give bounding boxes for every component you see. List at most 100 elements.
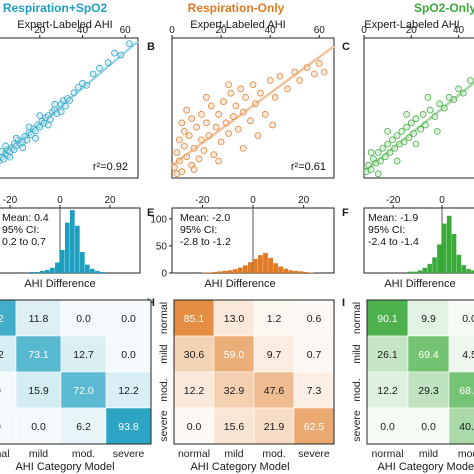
data-point	[180, 142, 188, 150]
heatmap-i-xlabel: AHI Category Model	[377, 461, 474, 473]
header-respiration-only: Respiration-Only	[188, 1, 285, 15]
data-point	[2, 142, 9, 150]
cell-value: 93.8	[118, 421, 139, 433]
data-point	[57, 108, 65, 116]
data-point	[227, 89, 235, 97]
hist-d-plot: -20 0 20 Mean: 0.495% CI:0.2 to 0.7	[0, 195, 141, 274]
heatmap-cell	[407, 335, 450, 373]
plot-frame	[173, 299, 335, 445]
histogram-bar	[30, 271, 35, 273]
heatmap-cell	[253, 407, 295, 445]
heatmap-cell	[105, 371, 152, 409]
x-tick-label: mod.	[72, 448, 95, 460]
heatmap-cell	[407, 407, 450, 445]
cell-value: 15.9	[28, 385, 49, 397]
histogram-bar	[432, 257, 437, 273]
data-point	[104, 59, 112, 66]
x-tick-label: 40	[453, 25, 465, 36]
histogram-bar	[437, 244, 442, 273]
heatmap-cell	[448, 335, 474, 373]
data-point	[171, 164, 178, 171]
heatmap-cell	[213, 371, 255, 409]
cell-value: 69.4	[418, 349, 439, 361]
heatmap-cell	[293, 407, 335, 445]
data-point	[188, 115, 195, 122]
data-point	[417, 125, 425, 133]
data-point	[183, 153, 191, 161]
plot-frame	[0, 37, 139, 179]
data-point	[367, 149, 375, 156]
histogram-bar	[422, 267, 428, 273]
x-tick-label: -20	[3, 195, 18, 206]
x-tick-label: 0	[361, 25, 367, 36]
data-point	[25, 123, 33, 131]
histogram-bar	[283, 268, 289, 273]
data-point	[19, 144, 27, 152]
histogram-bar	[100, 271, 105, 273]
data-point	[419, 111, 427, 118]
data-point	[70, 89, 78, 97]
cell-value: 11.8	[29, 313, 49, 325]
data-point	[225, 81, 232, 89]
histogram-bar	[427, 263, 432, 273]
data-point	[12, 134, 20, 142]
data-point	[384, 140, 391, 148]
cell-value: 6.2	[76, 421, 91, 433]
histogram-bar	[70, 210, 75, 273]
cell-value: 72.0	[73, 385, 94, 397]
histogram-bar	[55, 262, 60, 273]
data-point	[203, 119, 210, 127]
data-point	[455, 85, 462, 93]
x-tick-label: 0	[250, 195, 256, 206]
data-point	[178, 119, 186, 127]
data-point	[234, 125, 242, 133]
scatter-b-plot: 0 20 40 60 r²=0.61	[169, 25, 335, 179]
histogram-bar	[268, 257, 273, 273]
data-point	[303, 64, 311, 72]
heatmap-cell	[60, 407, 107, 445]
heatmap-cell	[173, 299, 215, 337]
histogram-bar	[217, 271, 223, 273]
data-point	[424, 94, 432, 101]
x-tick-label: -20	[386, 195, 401, 206]
cell-value: 0.7	[307, 349, 322, 361]
x-tick-label: 40	[265, 25, 277, 36]
data-point	[32, 127, 39, 135]
x-tick-label: normal	[371, 448, 403, 460]
heatmap-cell	[407, 371, 450, 409]
cell-value: 0.0	[187, 421, 202, 433]
data-point	[36, 112, 44, 119]
histogram-bar	[45, 269, 50, 273]
stat-label: 95% CI:	[2, 224, 39, 236]
y-tick-label: 100	[150, 214, 167, 225]
y-tick-label: 0	[161, 269, 167, 280]
scatter-a-xlabel: Expert-Labeled AHI	[17, 19, 112, 31]
data-point	[27, 131, 35, 138]
data-point	[193, 123, 200, 131]
data-point	[400, 138, 408, 146]
data-point	[389, 136, 396, 144]
hist-d-xlabel: AHI Difference	[24, 278, 95, 290]
heatmap-cell	[15, 335, 62, 373]
scatter-c-xlabel: Expert-Labeled AHI	[364, 19, 459, 31]
cell-value: 30.6	[184, 349, 205, 361]
data-point	[374, 170, 382, 178]
cell-value: 0.0	[462, 313, 474, 325]
panel-letter-b: B	[147, 41, 155, 53]
x-tick-label: 0	[57, 195, 63, 206]
data-point	[44, 121, 52, 129]
data-point	[410, 130, 417, 137]
heatmap-cell	[0, 407, 17, 445]
heatmap-h-plot: 85.1 13.0 1.2 0.6 30.6 59.0 9.7 0.7 12.2 32.9 47.6…	[158, 299, 335, 460]
x-tick-label: 20	[406, 25, 418, 36]
cell-value: 13.0	[224, 313, 245, 325]
cell-value: 12.2	[377, 385, 398, 397]
histogram-bar	[50, 267, 55, 273]
data-point	[74, 83, 82, 91]
x-tick-label: normal	[0, 448, 10, 460]
histogram-bar	[407, 271, 413, 273]
data-point	[239, 144, 247, 152]
histogram-bar	[461, 265, 467, 273]
data-point	[405, 134, 413, 142]
